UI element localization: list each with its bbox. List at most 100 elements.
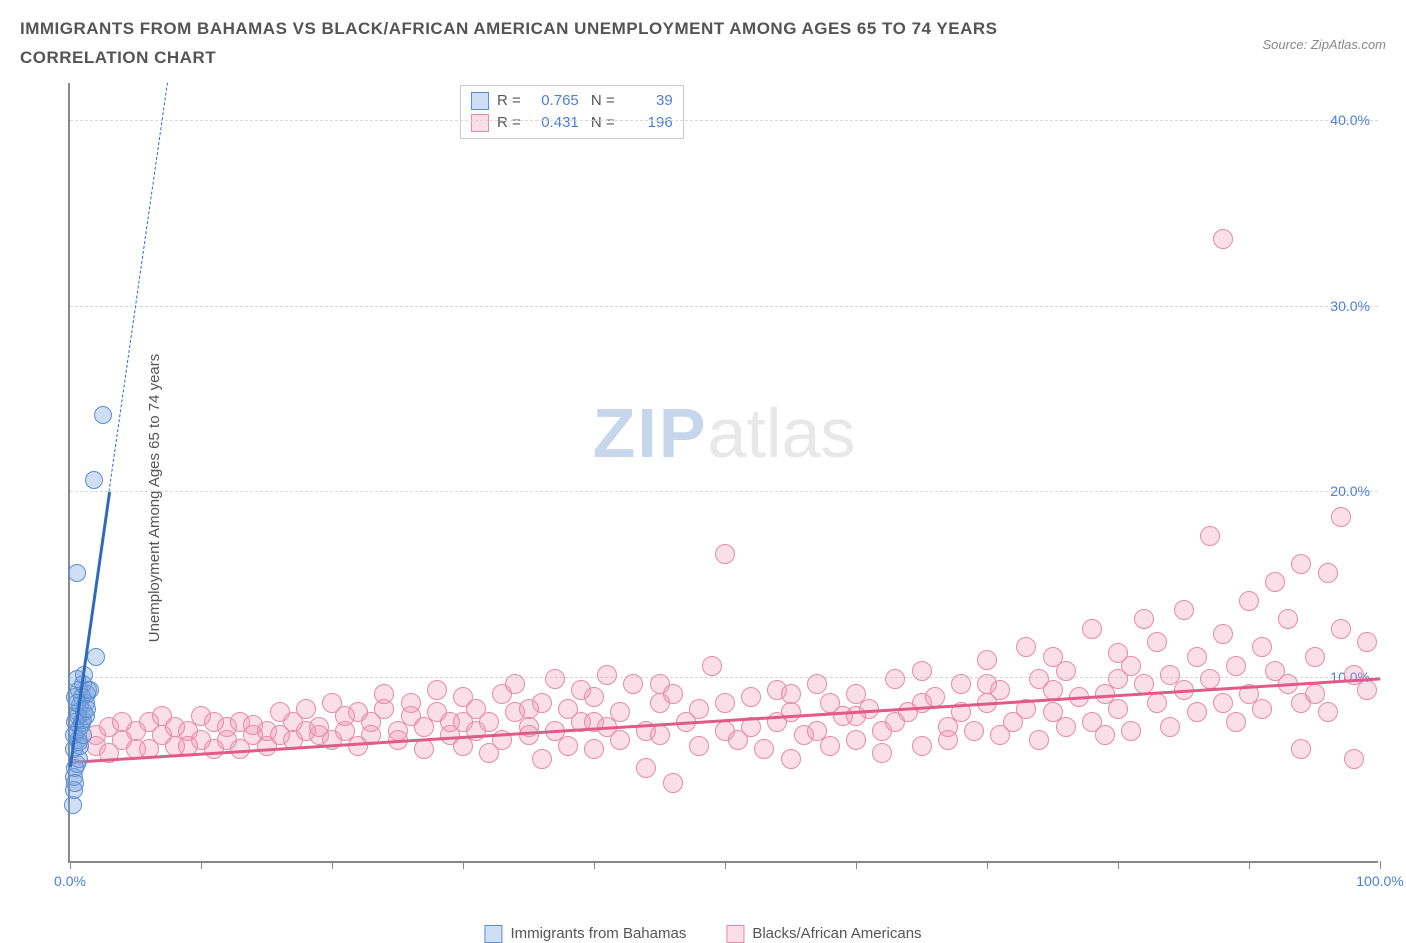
data-point	[1147, 632, 1167, 652]
stat-n-value-2: 196	[623, 114, 673, 131]
data-point	[781, 684, 801, 704]
data-point	[636, 758, 656, 778]
data-point	[1200, 526, 1220, 546]
data-point	[1108, 699, 1128, 719]
data-point	[1187, 647, 1207, 667]
swatch-series-2	[471, 114, 489, 132]
data-point	[1331, 619, 1351, 639]
data-point	[94, 406, 112, 424]
data-point	[1318, 563, 1338, 583]
legend-label-1: Immigrants from Bahamas	[510, 925, 686, 942]
stat-r-value-2: 0.431	[529, 114, 579, 131]
data-point	[977, 650, 997, 670]
data-point	[414, 739, 434, 759]
data-point	[558, 736, 578, 756]
y-tick-label: 20.0%	[1330, 483, 1370, 499]
x-tick	[725, 861, 726, 869]
data-point	[1134, 609, 1154, 629]
data-point	[296, 699, 316, 719]
watermark: ZIPatlas	[593, 393, 856, 473]
data-point	[650, 725, 670, 745]
data-point	[1121, 721, 1141, 741]
legend-item-1: Immigrants from Bahamas	[484, 925, 686, 943]
x-tick	[201, 861, 202, 869]
data-point	[1187, 702, 1207, 722]
data-point	[689, 699, 709, 719]
chart-container: Unemployment Among Ages 65 to 74 years Z…	[20, 83, 1386, 913]
chart-header: IMMIGRANTS FROM BAHAMAS VS BLACK/AFRICAN…	[20, 15, 1386, 73]
data-point	[912, 736, 932, 756]
data-point	[663, 773, 683, 793]
data-point	[1095, 725, 1115, 745]
stat-n-value-1: 39	[623, 92, 673, 109]
gridline	[70, 306, 1378, 307]
data-point	[623, 674, 643, 694]
data-point	[846, 706, 866, 726]
data-point	[912, 661, 932, 681]
data-point	[519, 699, 539, 719]
data-point	[1291, 554, 1311, 574]
data-point	[781, 749, 801, 769]
stat-n-label: N =	[587, 92, 615, 109]
x-tick	[987, 861, 988, 869]
watermark-zip: ZIP	[593, 394, 708, 472]
data-point	[872, 743, 892, 763]
stat-n-label: N =	[587, 114, 615, 131]
data-point	[427, 680, 447, 700]
data-point	[453, 712, 473, 732]
y-tick-label: 30.0%	[1330, 298, 1370, 314]
data-point	[1344, 749, 1364, 769]
data-point	[650, 674, 670, 694]
data-point	[846, 730, 866, 750]
x-tick	[1380, 861, 1381, 869]
data-point	[1305, 647, 1325, 667]
data-point	[885, 669, 905, 689]
data-point	[597, 665, 617, 685]
data-point	[977, 674, 997, 694]
data-point	[1357, 632, 1377, 652]
data-point	[532, 749, 552, 769]
stats-row-series-2: R = 0.431 N = 196	[471, 112, 673, 134]
data-point	[1252, 699, 1272, 719]
data-point	[1056, 717, 1076, 737]
data-point	[68, 564, 86, 582]
data-point	[1213, 229, 1233, 249]
data-point	[1056, 661, 1076, 681]
data-point	[1239, 591, 1259, 611]
data-point	[1357, 680, 1377, 700]
stat-r-value-1: 0.765	[529, 92, 579, 109]
data-point	[1252, 637, 1272, 657]
x-tick	[332, 861, 333, 869]
data-point	[689, 736, 709, 756]
data-point	[964, 721, 984, 741]
data-point	[938, 730, 958, 750]
data-point	[1291, 739, 1311, 759]
data-point	[584, 739, 604, 759]
data-point	[1213, 693, 1233, 713]
data-point	[1174, 600, 1194, 620]
data-point	[505, 674, 525, 694]
data-point	[66, 774, 84, 792]
data-point	[152, 706, 172, 726]
data-point	[1318, 702, 1338, 722]
chart-source: Source: ZipAtlas.com	[1262, 37, 1386, 52]
legend-label-2: Blacks/African Americans	[752, 925, 921, 942]
data-point	[584, 687, 604, 707]
x-tick	[70, 861, 71, 869]
stats-row-series-1: R = 0.765 N = 39	[471, 90, 673, 112]
plot-area: ZIPatlas R = 0.765 N = 39 R = 0.431 N = …	[68, 83, 1378, 863]
gridline	[70, 120, 1378, 121]
stat-r-label: R =	[497, 92, 521, 109]
data-point	[1331, 507, 1351, 527]
swatch-series-1	[471, 92, 489, 110]
data-point	[1213, 624, 1233, 644]
data-point	[951, 674, 971, 694]
data-point	[1147, 693, 1167, 713]
data-point	[112, 712, 132, 732]
data-point	[1305, 684, 1325, 704]
x-tick	[856, 861, 857, 869]
data-point	[702, 656, 722, 676]
x-tick	[463, 861, 464, 869]
data-point	[1200, 669, 1220, 689]
stats-box: R = 0.765 N = 39 R = 0.431 N = 196	[460, 85, 684, 139]
